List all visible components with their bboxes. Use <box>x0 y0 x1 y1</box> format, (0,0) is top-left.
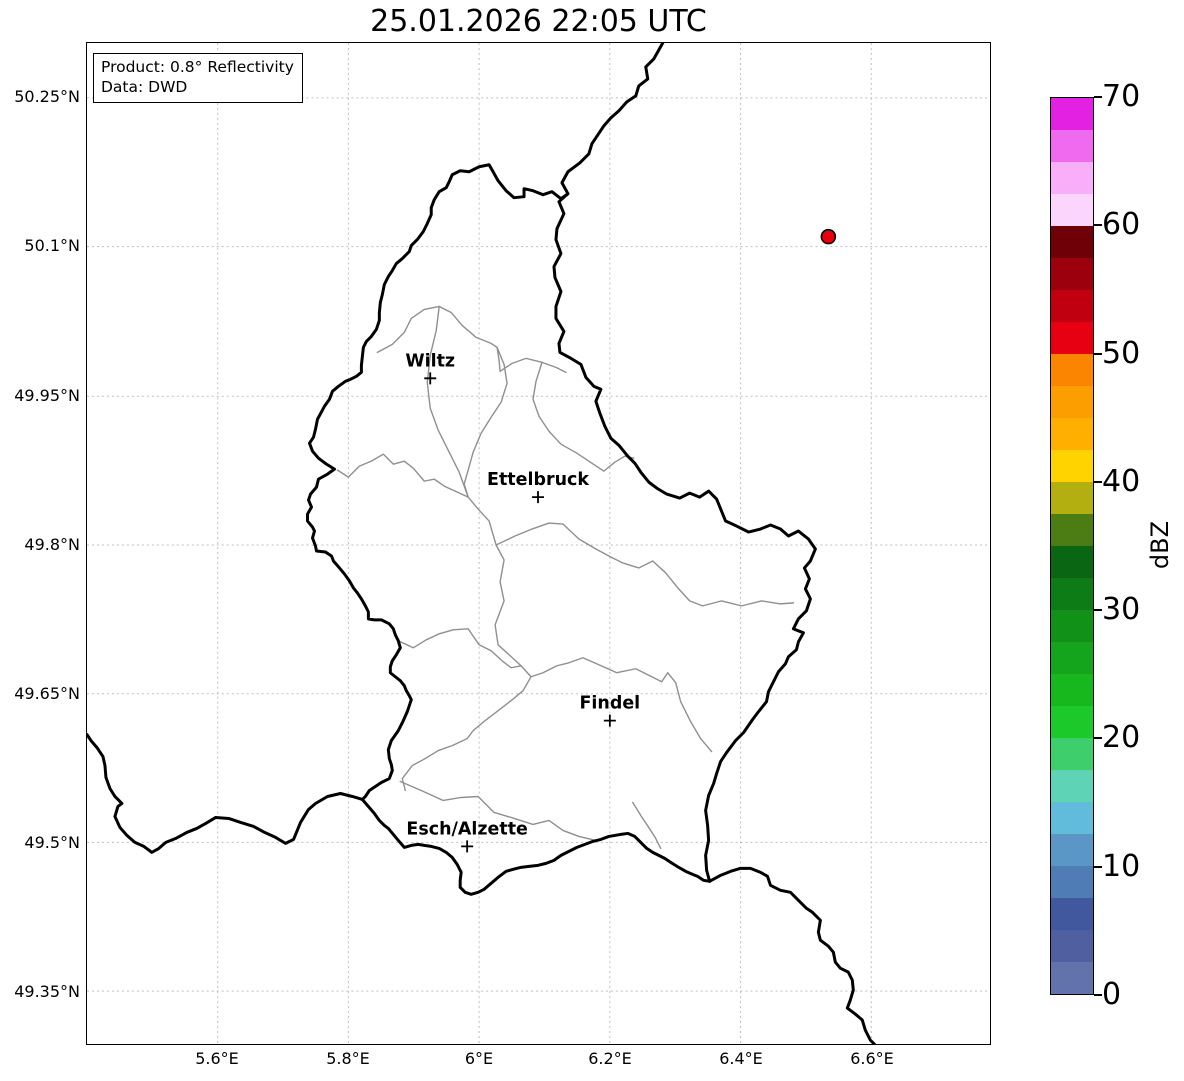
country-border-path-france-belgium <box>87 733 364 854</box>
canton-border-path <box>632 801 662 850</box>
colorbar-band <box>1051 610 1093 642</box>
colorbar-band <box>1051 322 1093 354</box>
city-marker-icon <box>532 491 544 504</box>
colorbar-band <box>1051 834 1093 866</box>
colorbar-tick-label: 20 <box>1102 720 1141 756</box>
colorbar-band <box>1051 194 1093 226</box>
y-tick-label: 50.1°N <box>24 236 80 255</box>
radar-site-dot <box>820 228 837 245</box>
colorbar-tick-label: 70 <box>1102 79 1141 114</box>
product-info-line2: Data: DWD <box>101 78 188 97</box>
x-tick-label: 6.4°E <box>719 1049 763 1068</box>
city-label: Wiltz <box>405 351 455 371</box>
canton-border-path <box>463 346 508 498</box>
city-marker-icon <box>461 840 474 853</box>
canton-border-path <box>336 453 469 498</box>
colorbar-band <box>1051 802 1093 834</box>
y-tick-label: 49.8°N <box>24 535 80 554</box>
colorbar-tick-mark <box>1094 224 1102 227</box>
y-tick-label: 49.95°N <box>14 386 80 405</box>
canton-border-path <box>397 628 522 669</box>
colorbar-axis-label: dBZ <box>1146 520 1174 570</box>
colorbar-band <box>1051 738 1093 770</box>
country-border-path-germany-east <box>552 43 877 1044</box>
colorbar-band <box>1051 98 1093 130</box>
canton-border-path <box>467 496 713 753</box>
y-tick-label: 49.5°N <box>24 833 80 852</box>
x-tick-label: 6.2°E <box>588 1049 632 1068</box>
radar-layer <box>820 228 837 245</box>
y-tick-label: 49.65°N <box>14 684 80 703</box>
colorbar-band <box>1051 930 1093 962</box>
colorbar-band <box>1051 162 1093 194</box>
city-layer: Wiltz Ettelbruck Findel Esch/Alzette <box>405 351 641 853</box>
colorbar-band <box>1051 578 1093 610</box>
product-info-box: Product: 0.8° Reflectivity Data: DWD <box>93 53 303 103</box>
colorbar-tick-label: 0 <box>1102 977 1122 1012</box>
colorbar-band <box>1051 450 1093 482</box>
x-tick-label: 6.6°E <box>850 1049 894 1068</box>
colorbar-band <box>1051 386 1093 418</box>
map-svg: Wiltz Ettelbruck Findel Esch/Alzette <box>87 43 990 1044</box>
colorbar-tick-label: 30 <box>1102 592 1141 628</box>
x-tick-label: 5.6°E <box>195 1049 239 1068</box>
colorbar-tick-mark <box>1094 96 1102 98</box>
colorbar-band <box>1051 866 1093 898</box>
colorbar-tick-mark <box>1094 737 1102 740</box>
colorbar-band <box>1051 770 1093 802</box>
colorbar-tick-label: 50 <box>1102 335 1141 371</box>
colorbar <box>1050 97 1094 995</box>
city-label: Findel <box>580 694 641 714</box>
canton-border-path <box>495 522 795 607</box>
map-plot-area: Wiltz Ettelbruck Findel Esch/Alzette Produc… <box>86 42 991 1045</box>
colorbar-band <box>1051 130 1093 162</box>
colorbar-tick-label: 40 <box>1102 463 1141 499</box>
colorbar-band <box>1051 354 1093 386</box>
x-tick-label: 5.8°E <box>326 1049 370 1068</box>
canton-border-path <box>401 676 532 792</box>
colorbar-tick-mark <box>1094 609 1102 612</box>
colorbar-band <box>1051 642 1093 674</box>
colorbar-tick-label: 10 <box>1102 848 1141 884</box>
colorbar-band <box>1051 706 1093 738</box>
figure-title: 25.01.2026 22:05 UTC <box>370 4 707 39</box>
city-marker-icon <box>424 372 437 385</box>
city-label: Esch/Alzette <box>406 819 527 839</box>
colorbar-band <box>1051 514 1093 546</box>
canton-border-path <box>399 780 597 842</box>
y-tick-label: 49.35°N <box>14 982 80 1001</box>
colorbar-tick-label: 60 <box>1102 207 1141 243</box>
product-info-line1: Product: 0.8° Reflectivity <box>101 58 294 76</box>
canton-borders <box>336 305 795 850</box>
country-borders <box>87 43 877 1044</box>
colorbar-tick-mark <box>1094 352 1102 355</box>
city-label: Ettelbruck <box>487 470 589 490</box>
colorbar-band <box>1051 482 1093 514</box>
colorbar-band <box>1051 258 1093 290</box>
colorbar-band <box>1051 418 1093 450</box>
colorbar-tick-mark <box>1094 994 1102 996</box>
colorbar-band <box>1051 290 1093 322</box>
colorbar-tick-mark <box>1094 865 1102 868</box>
canton-border-path <box>426 305 469 498</box>
colorbar-band <box>1051 546 1093 578</box>
city-marker-icon <box>603 714 616 727</box>
colorbar-band <box>1051 962 1093 994</box>
country-border-path-belgium-west <box>306 163 570 801</box>
y-tick-label: 50.25°N <box>14 87 80 106</box>
colorbar-band <box>1051 226 1093 258</box>
colorbar-tick-mark <box>1094 480 1102 483</box>
country-border-path-france-south <box>360 797 712 896</box>
colorbar-band <box>1051 674 1093 706</box>
canton-border-path <box>376 305 567 374</box>
colorbar-band <box>1051 898 1093 930</box>
x-tick-label: 6°E <box>464 1049 494 1068</box>
canton-border-path <box>532 361 635 472</box>
